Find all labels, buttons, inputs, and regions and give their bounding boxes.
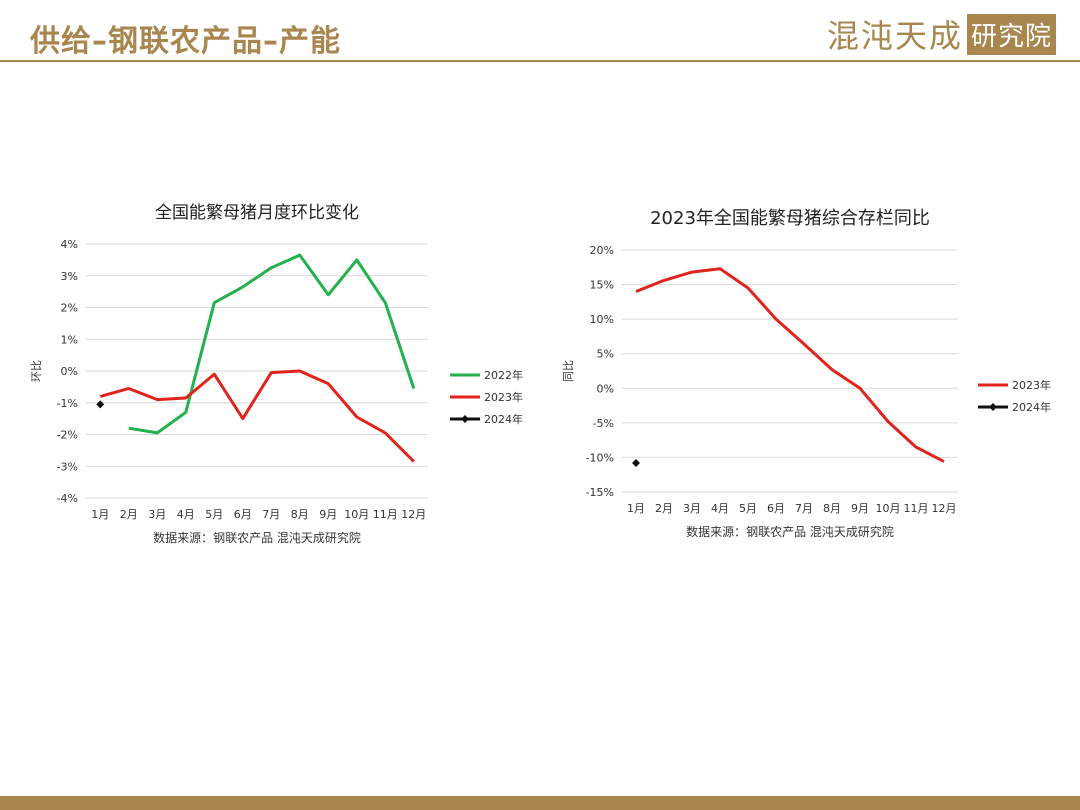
x-tick-label: 7月 xyxy=(262,508,280,521)
header-divider xyxy=(0,60,1080,62)
y-tick-label: 10% xyxy=(590,313,614,326)
legend-label: 2023年 xyxy=(1012,378,1051,392)
x-tick-label: 9月 xyxy=(319,508,337,521)
series-point-1 xyxy=(632,458,640,467)
x-tick-label: 9月 xyxy=(851,502,869,515)
legend-label: 2024年 xyxy=(484,412,523,426)
x-tick-label: 5月 xyxy=(205,508,223,521)
series-line-1 xyxy=(99,369,415,463)
page-title: 供给–钢联农产品–产能 xyxy=(30,24,341,59)
x-tick-label: 7月 xyxy=(795,502,813,515)
x-tick-label: 11月 xyxy=(373,508,398,521)
brand-logo: 混沌天成 研究院 xyxy=(826,13,1056,55)
y-tick-label: -2% xyxy=(57,429,78,442)
legend-marker xyxy=(989,403,997,411)
footer-bar xyxy=(0,796,1080,810)
x-tick-label: 1月 xyxy=(91,508,109,521)
chart-title: 全国能繁母猪月度环比变化 xyxy=(155,203,359,223)
y-tick-label: 0% xyxy=(597,382,614,395)
x-tick-label: 2月 xyxy=(120,508,138,521)
y-tick-label: 2% xyxy=(61,302,78,315)
y-tick-label: 0% xyxy=(61,365,78,378)
chart-source: 数据来源：钢联农产品 混沌天成研究院 xyxy=(686,524,894,539)
y-tick-label: -5% xyxy=(593,417,614,430)
x-tick-label: 6月 xyxy=(234,508,252,521)
legend-label: 2023年 xyxy=(484,390,523,404)
x-tick-label: 5月 xyxy=(739,502,757,515)
x-tick-label: 2月 xyxy=(655,502,673,515)
legend-label: 2024年 xyxy=(1012,400,1051,414)
x-tick-label: 1月 xyxy=(627,502,645,515)
x-tick-label: 6月 xyxy=(767,502,785,515)
y-axis-label: 环比 xyxy=(30,360,43,382)
logo-box-text: 研究院 xyxy=(966,13,1056,55)
y-tick-label: 5% xyxy=(597,348,614,361)
series-line-0 xyxy=(635,267,945,463)
chart-source: 数据来源：钢联农产品 混沌天成研究院 xyxy=(153,530,361,545)
y-tick-label: -15% xyxy=(586,486,614,499)
y-tick-label: -4% xyxy=(57,492,78,505)
y-tick-label: 1% xyxy=(61,333,78,346)
x-tick-label: 4月 xyxy=(711,502,729,515)
x-tick-label: 10月 xyxy=(876,502,901,515)
x-tick-label: 3月 xyxy=(683,502,701,515)
y-tick-label: -1% xyxy=(57,397,78,410)
logo-text: 混沌天成 xyxy=(826,17,963,55)
x-tick-label: 8月 xyxy=(823,502,841,515)
chart-title: 2023年全国能繁母猪综合存栏同比 xyxy=(650,208,930,229)
series-point-2 xyxy=(96,400,105,409)
x-tick-label: 8月 xyxy=(291,508,309,521)
mom-change-chart: 全国能繁母猪月度环比变化 4% 3% 2% 1% 0% -1% -2% -3% -4% 环比 1月 2月… xyxy=(30,203,523,545)
legend-label: 2022年 xyxy=(484,368,523,382)
x-tick-label: 12月 xyxy=(401,508,426,521)
y-tick-label: 15% xyxy=(590,279,614,292)
y-axis-label: 同比 xyxy=(562,360,575,382)
series-line-0 xyxy=(128,253,416,435)
yoy-inventory-chart: 2023年全国能繁母猪综合存栏同比 20% 15% 10% 5% 0% -5% -10% -15… xyxy=(562,208,1051,539)
x-tick-label: 12月 xyxy=(932,502,957,515)
x-tick-label: 11月 xyxy=(904,502,929,515)
x-tick-label: 4月 xyxy=(177,508,195,521)
x-tick-label: 3月 xyxy=(148,508,166,521)
y-tick-label: -3% xyxy=(57,460,78,473)
y-tick-label: 20% xyxy=(590,244,614,257)
y-tick-label: 3% xyxy=(61,270,78,283)
y-tick-label: 4% xyxy=(61,238,78,251)
legend-marker xyxy=(461,415,469,423)
y-tick-label: -10% xyxy=(586,451,614,464)
x-tick-label: 10月 xyxy=(344,508,369,521)
